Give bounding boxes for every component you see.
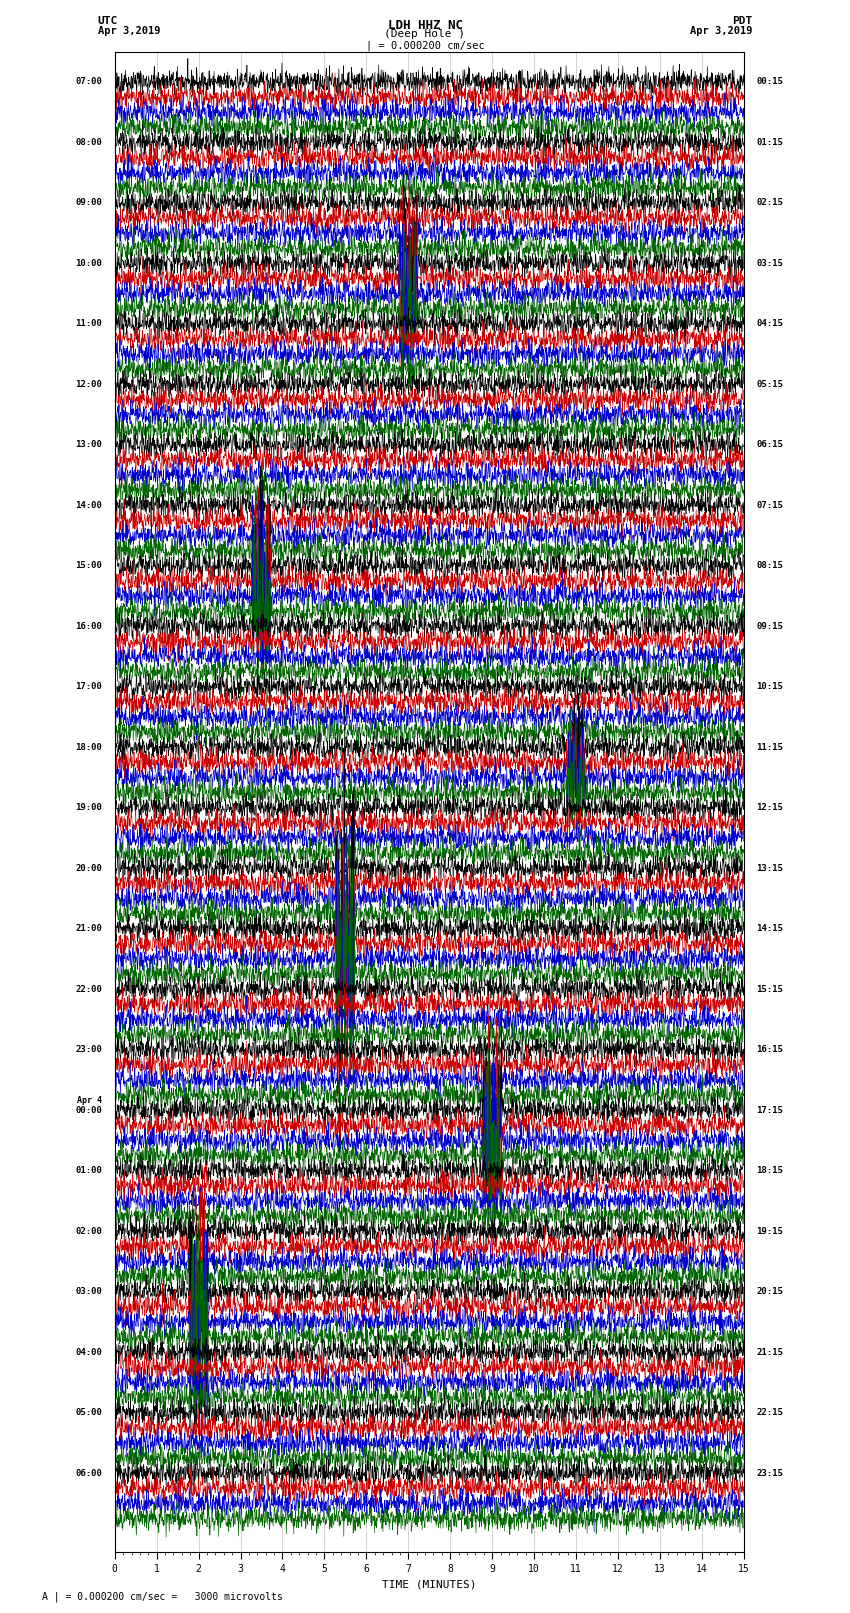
Text: 05:00: 05:00	[76, 1408, 102, 1418]
Text: 21:15: 21:15	[756, 1347, 783, 1357]
Text: 20:15: 20:15	[756, 1287, 783, 1297]
Text: (Deep Hole ): (Deep Hole )	[384, 29, 466, 39]
Text: 18:00: 18:00	[76, 742, 102, 752]
Text: 04:15: 04:15	[756, 319, 783, 329]
Text: | = 0.000200 cm/sec: | = 0.000200 cm/sec	[366, 40, 484, 52]
Text: 10:00: 10:00	[76, 258, 102, 268]
Text: 06:15: 06:15	[756, 440, 783, 450]
Text: 19:00: 19:00	[76, 803, 102, 813]
Text: 08:00: 08:00	[76, 137, 102, 147]
Text: 00:00: 00:00	[76, 1105, 102, 1115]
Text: 01:00: 01:00	[76, 1166, 102, 1176]
Text: 09:00: 09:00	[76, 198, 102, 208]
Text: Apr 3,2019: Apr 3,2019	[98, 26, 161, 35]
Text: 11:00: 11:00	[76, 319, 102, 329]
Text: 22:15: 22:15	[756, 1408, 783, 1418]
X-axis label: TIME (MINUTES): TIME (MINUTES)	[382, 1579, 477, 1589]
Text: 13:00: 13:00	[76, 440, 102, 450]
Text: PDT: PDT	[732, 16, 752, 26]
Text: 23:00: 23:00	[76, 1045, 102, 1055]
Text: 15:00: 15:00	[76, 561, 102, 571]
Text: 12:15: 12:15	[756, 803, 783, 813]
Text: 13:15: 13:15	[756, 863, 783, 873]
Text: 16:15: 16:15	[756, 1045, 783, 1055]
Text: LDH HHZ NC: LDH HHZ NC	[388, 19, 462, 32]
Text: 16:00: 16:00	[76, 621, 102, 631]
Text: 20:00: 20:00	[76, 863, 102, 873]
Text: 03:15: 03:15	[756, 258, 783, 268]
Text: 04:00: 04:00	[76, 1347, 102, 1357]
Text: 09:15: 09:15	[756, 621, 783, 631]
Text: 10:15: 10:15	[756, 682, 783, 692]
Text: 12:00: 12:00	[76, 379, 102, 389]
Text: 05:15: 05:15	[756, 379, 783, 389]
Text: 03:00: 03:00	[76, 1287, 102, 1297]
Text: 19:15: 19:15	[756, 1226, 783, 1236]
Text: 21:00: 21:00	[76, 924, 102, 934]
Text: A | = 0.000200 cm/sec =   3000 microvolts: A | = 0.000200 cm/sec = 3000 microvolts	[42, 1590, 283, 1602]
Text: 15:15: 15:15	[756, 984, 783, 994]
Text: 14:15: 14:15	[756, 924, 783, 934]
Text: UTC: UTC	[98, 16, 118, 26]
Text: 08:15: 08:15	[756, 561, 783, 571]
Text: 00:15: 00:15	[756, 77, 783, 87]
Text: 17:00: 17:00	[76, 682, 102, 692]
Text: 01:15: 01:15	[756, 137, 783, 147]
Text: 06:00: 06:00	[76, 1468, 102, 1478]
Text: Apr 4: Apr 4	[77, 1097, 102, 1105]
Text: Apr 3,2019: Apr 3,2019	[689, 26, 752, 35]
Text: 07:00: 07:00	[76, 77, 102, 87]
Text: 17:15: 17:15	[756, 1105, 783, 1115]
Text: 22:00: 22:00	[76, 984, 102, 994]
Text: 14:00: 14:00	[76, 500, 102, 510]
Text: 23:15: 23:15	[756, 1468, 783, 1478]
Text: 07:15: 07:15	[756, 500, 783, 510]
Text: 11:15: 11:15	[756, 742, 783, 752]
Text: 02:15: 02:15	[756, 198, 783, 208]
Text: 18:15: 18:15	[756, 1166, 783, 1176]
Text: 02:00: 02:00	[76, 1226, 102, 1236]
